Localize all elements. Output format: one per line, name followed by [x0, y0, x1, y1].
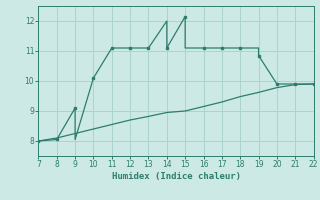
- X-axis label: Humidex (Indice chaleur): Humidex (Indice chaleur): [111, 172, 241, 181]
